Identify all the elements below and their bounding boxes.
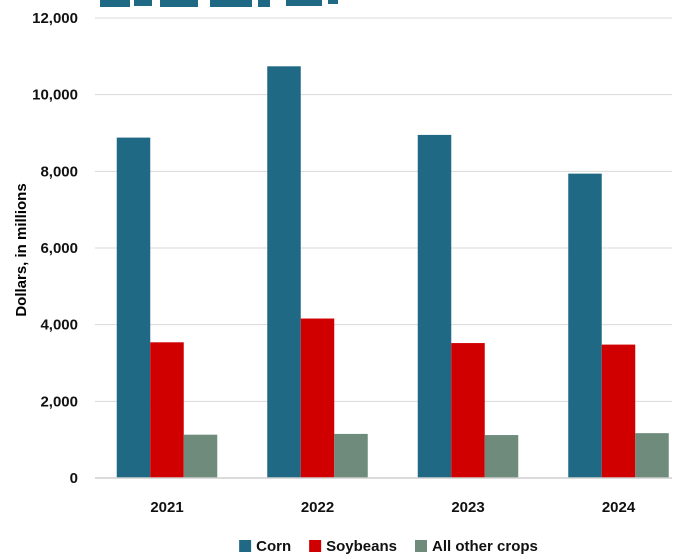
bar-corn-2022 <box>267 66 301 479</box>
bar-all-other-crops-2022 <box>334 433 368 478</box>
title-fragment-2 <box>160 0 198 7</box>
bar-all-other-crops-2024 <box>635 433 669 478</box>
x-tick-label: 2024 <box>602 499 636 516</box>
legend: Corn Soybeans All other crops <box>239 538 538 555</box>
y-tick-label: 8,000 <box>40 163 78 180</box>
bar-soybeans-2024 <box>601 344 636 478</box>
y-tick-label: 0 <box>70 470 78 487</box>
y-tick-labels: 0 2,000 4,000 6,000 8,000 10,000 12,000 <box>32 10 78 487</box>
title-fragment-3 <box>210 0 252 7</box>
y-tick-label: 10,000 <box>32 87 78 104</box>
title-fragment-5 <box>286 0 322 6</box>
legend-swatch <box>415 540 428 552</box>
legend-swatch <box>309 540 322 552</box>
title-fragment-1 <box>134 0 152 6</box>
legend-label: Corn <box>256 538 291 555</box>
legend-item-soybeans: Soybeans <box>309 538 397 555</box>
title-fragment-mark <box>100 0 338 7</box>
legend-label: All other crops <box>432 538 538 555</box>
bars <box>116 66 669 479</box>
title-fragment-4 <box>258 0 270 7</box>
legend-swatch <box>239 540 252 552</box>
bar-soybeans-2023 <box>451 343 485 478</box>
bar-corn-2024 <box>568 173 602 478</box>
bar-soybeans-2021 <box>150 342 184 478</box>
title-fragment-6 <box>328 0 338 4</box>
bar-all-other-crops-2023 <box>484 435 519 478</box>
x-tick-labels: 2021 2022 2023 2024 <box>150 499 636 516</box>
y-tick-label: 12,000 <box>32 10 78 27</box>
legend-item-corn: Corn <box>239 538 291 555</box>
x-tick-label: 2022 <box>301 499 334 516</box>
y-axis-label: Dollars, in millions <box>13 183 30 316</box>
y-tick-label: 6,000 <box>40 240 78 257</box>
legend-label: Soybeans <box>326 538 397 555</box>
bar-corn-2023 <box>417 134 452 478</box>
bar-corn-2021 <box>116 137 151 478</box>
legend-item-all-other-crops: All other crops <box>415 538 538 555</box>
title-fragment-0 <box>100 0 130 7</box>
y-tick-label: 2,000 <box>40 393 78 410</box>
x-tick-label: 2023 <box>451 499 484 516</box>
bar-all-other-crops-2021 <box>183 434 218 478</box>
bar-soybeans-2022 <box>300 318 335 478</box>
y-tick-label: 4,000 <box>40 317 78 334</box>
x-tick-label: 2021 <box>150 499 183 516</box>
